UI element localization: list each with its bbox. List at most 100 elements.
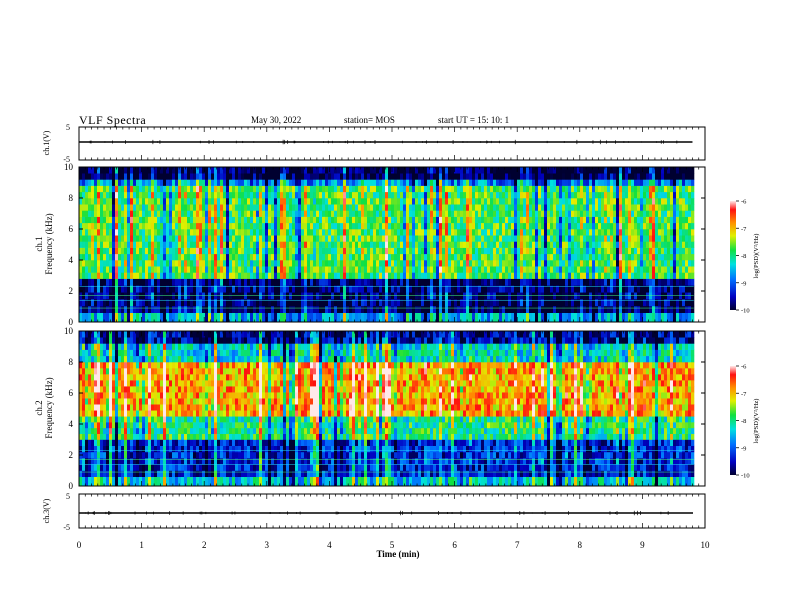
spectrogram-cell <box>121 204 125 211</box>
spectrogram-cell <box>580 235 584 242</box>
spectrogram-cell <box>433 266 437 273</box>
spectrogram-cell <box>652 241 656 248</box>
spectrogram-cell <box>361 253 365 261</box>
spectrogram-cell <box>565 305 569 313</box>
spectrogram-cell <box>406 305 410 313</box>
spectrogram-cell <box>409 229 413 236</box>
spectrogram-cell <box>634 222 638 230</box>
spectrogram-cell <box>232 305 236 313</box>
spectrogram-cell <box>499 222 503 230</box>
spectrogram-cell <box>601 312 605 323</box>
spectrogram-cell <box>481 241 485 248</box>
spectrogram-cell <box>292 266 296 273</box>
spectrogram-cell <box>601 266 605 273</box>
spectrogram-cell <box>535 266 539 273</box>
spectrogram-cell <box>88 285 92 293</box>
spectrogram-cell <box>217 241 221 248</box>
spectrogram-cell <box>658 222 662 230</box>
spectrogram-cell <box>391 253 395 261</box>
spectrogram-cell <box>124 191 128 199</box>
spectrogram-cell <box>517 210 521 217</box>
spectrogram-cell <box>277 266 281 273</box>
spectrogram-cell <box>160 253 164 261</box>
spectrogram-cell <box>466 179 470 186</box>
spectrogram-cell <box>121 266 125 273</box>
spectrogram-cell <box>292 247 296 255</box>
spectrogram-cell <box>436 285 440 293</box>
spectrogram-cell <box>577 204 581 211</box>
spectrogram-cell <box>550 191 554 199</box>
spectrogram-cell <box>337 235 341 242</box>
spectrogram-cell <box>520 204 524 211</box>
spectrogram-cell <box>514 235 518 242</box>
spectrogram-cell <box>253 235 257 242</box>
spectrogram-cell <box>589 191 593 199</box>
spectrogram-cell <box>187 173 191 180</box>
spectrogram-cell <box>409 299 413 307</box>
spectrogram-cell <box>199 272 203 279</box>
spectrogram-cell <box>541 299 545 307</box>
spectrogram-cell <box>601 167 605 174</box>
spectrogram-cell <box>271 198 275 205</box>
spectrogram-cell <box>610 191 614 199</box>
spectrogram-cell <box>205 229 209 236</box>
spectrogram-cell <box>454 235 458 242</box>
spectrogram-cell <box>118 229 122 236</box>
spectrogram-cell <box>589 167 593 174</box>
spectrogram-cell <box>250 247 254 255</box>
spectrogram-cell <box>481 260 485 267</box>
spectrogram-cell <box>451 253 455 261</box>
spectrogram-cell <box>325 266 329 273</box>
spectrogram-cell <box>79 179 83 186</box>
spectrogram-cell <box>499 191 503 199</box>
spectrogram-cell <box>574 210 578 217</box>
spectrogram-cell <box>391 241 395 248</box>
spectrogram-cell <box>316 312 320 323</box>
spectrogram-cell <box>304 272 308 279</box>
spectrogram-cell <box>493 222 497 230</box>
spectrogram-cell <box>673 185 677 193</box>
spectrogram-cell <box>646 278 650 286</box>
spectrogram-cell <box>439 235 443 242</box>
spectrogram-cell <box>427 299 431 307</box>
spectrogram-cell <box>529 299 533 307</box>
spectrogram-cell <box>574 216 578 224</box>
spectrogram-cell <box>643 312 647 323</box>
spectrogram-cell <box>430 266 434 273</box>
spectrogram-cell <box>169 179 173 186</box>
spectrogram-cell <box>550 299 554 307</box>
spectrogram-cell <box>109 278 113 286</box>
spectrogram-cell <box>319 266 323 273</box>
spectrogram-cell <box>511 299 515 307</box>
spectrogram-cell <box>589 299 593 307</box>
spectrogram-cell <box>595 216 599 224</box>
spectrogram-cell <box>292 191 296 199</box>
spectrogram-cell <box>496 312 500 323</box>
spectrogram-cell <box>484 216 488 224</box>
spectrogram-cell <box>337 260 341 267</box>
spectrogram-cell <box>415 305 419 313</box>
spectrogram-cell <box>367 247 371 255</box>
spectrogram-cell <box>583 312 587 323</box>
spectrogram-cell <box>109 305 113 313</box>
spectrogram-cell <box>487 266 491 273</box>
spectrogram-cell <box>547 179 551 186</box>
spectrogram-cell <box>325 204 329 211</box>
spectrogram-cell <box>676 222 680 230</box>
spectrogram-cell <box>190 312 194 323</box>
spectrogram-cell <box>595 167 599 174</box>
spectrogram-cell <box>574 191 578 199</box>
spectrogram-cell <box>313 285 317 293</box>
spectrogram-cell <box>253 278 257 286</box>
spectrogram-cell <box>319 173 323 180</box>
spectrogram-cell <box>649 272 653 279</box>
spectrogram-cell <box>334 272 338 279</box>
spectrogram-cell <box>613 278 617 286</box>
spectrogram-cell <box>220 247 224 255</box>
spectrogram-cell <box>523 266 527 273</box>
spectrogram-cell <box>163 278 167 286</box>
spectrogram-cell <box>661 278 665 286</box>
spectrogram-cell <box>670 222 674 230</box>
spectrogram-cell <box>421 216 425 224</box>
spectrogram-cell <box>79 312 83 323</box>
